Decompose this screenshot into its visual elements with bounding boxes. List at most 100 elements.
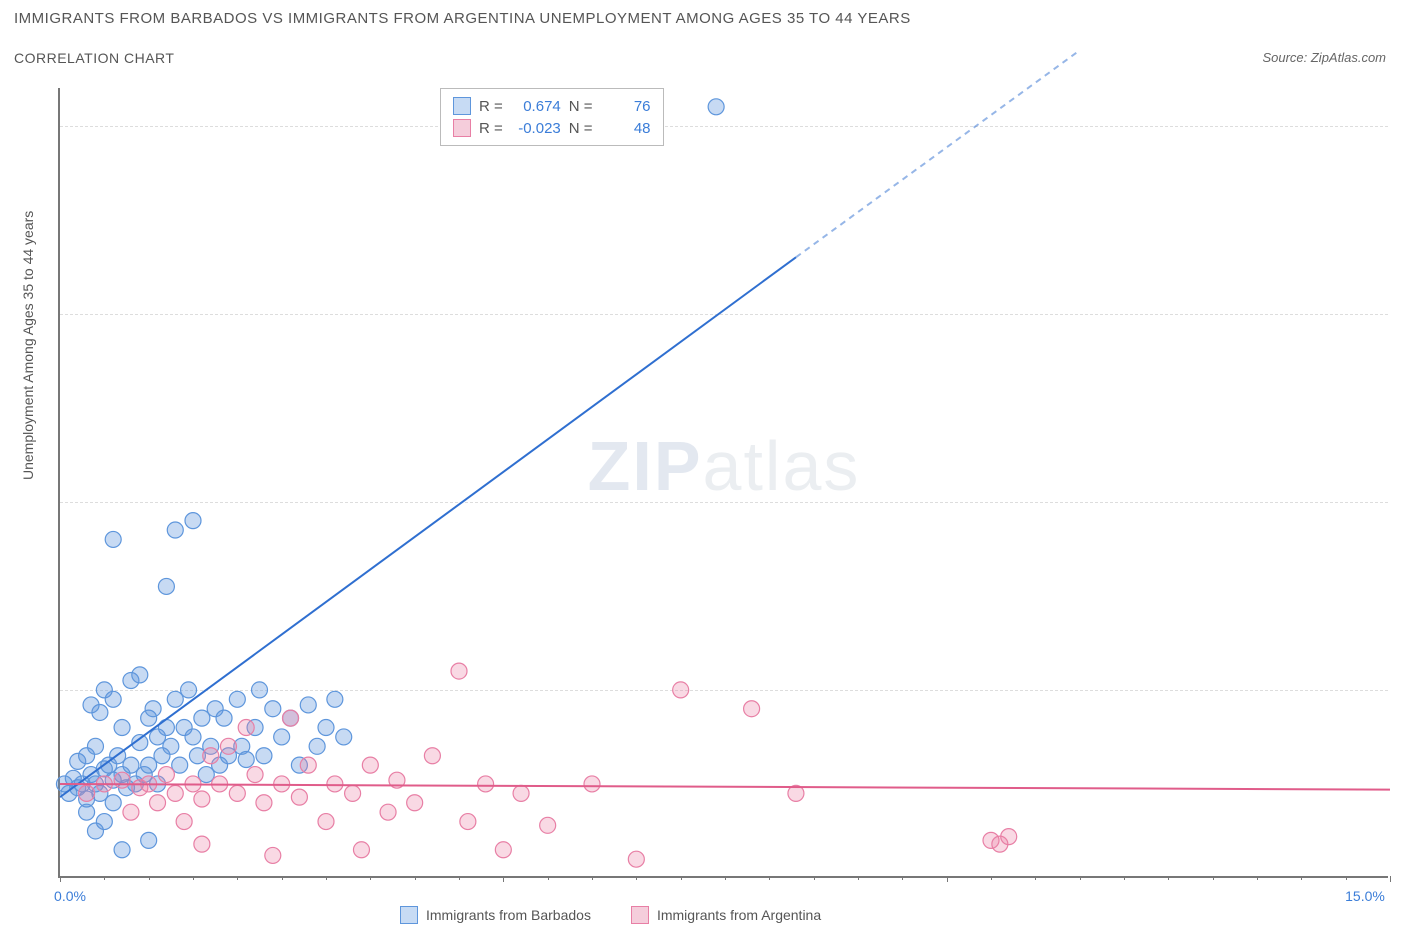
x-minor-tick: [548, 876, 549, 880]
chart-svg: [60, 88, 1388, 876]
data-point: [229, 691, 245, 707]
data-point: [1001, 829, 1017, 845]
data-point: [460, 814, 476, 830]
data-point: [216, 710, 232, 726]
data-point: [247, 767, 263, 783]
data-point: [176, 814, 192, 830]
data-point: [114, 720, 130, 736]
data-point: [203, 748, 219, 764]
data-point: [495, 842, 511, 858]
x-minor-tick: [636, 876, 637, 880]
data-point: [318, 720, 334, 736]
data-point: [300, 757, 316, 773]
data-point: [540, 817, 556, 833]
data-point: [79, 785, 95, 801]
data-point: [194, 836, 210, 852]
x-tick: [1390, 876, 1391, 882]
x-minor-tick: [149, 876, 150, 880]
data-point: [238, 720, 254, 736]
data-point: [283, 710, 299, 726]
x-minor-tick: [370, 876, 371, 880]
legend-label-1: Immigrants from Barbados: [426, 907, 591, 923]
y-tick-label: 20.0%: [1393, 494, 1406, 510]
x-minor-tick: [725, 876, 726, 880]
stats-box: R = 0.674 N = 76 R = -0.023 N = 48: [440, 88, 664, 146]
stats-row-series-2: R = -0.023 N = 48: [453, 117, 651, 139]
x-tick-label: 15.0%: [1345, 888, 1385, 904]
chart-subtitle: CORRELATION CHART: [14, 50, 174, 66]
data-point: [105, 531, 121, 547]
data-point: [229, 785, 245, 801]
chart-title: IMMIGRANTS FROM BARBADOS VS IMMIGRANTS F…: [14, 10, 911, 27]
x-minor-tick: [282, 876, 283, 880]
x-tick: [947, 876, 948, 882]
data-point: [309, 738, 325, 754]
n-value-2: 48: [601, 120, 651, 137]
data-point: [628, 851, 644, 867]
r-label: R =: [479, 98, 503, 115]
data-point: [327, 691, 343, 707]
data-point: [380, 804, 396, 820]
bottom-legend: Immigrants from Barbados Immigrants from…: [400, 906, 821, 924]
n-value-1: 76: [601, 98, 651, 115]
data-point: [167, 785, 183, 801]
data-point: [300, 697, 316, 713]
data-point: [256, 748, 272, 764]
data-point: [79, 804, 95, 820]
data-point: [336, 729, 352, 745]
plot-area: ZIPatlas 10.0%20.0%30.0%40.0% R = 0.674 …: [58, 88, 1388, 878]
x-minor-tick: [1124, 876, 1125, 880]
data-point: [478, 776, 494, 792]
data-point: [141, 832, 157, 848]
x-minor-tick: [1035, 876, 1036, 880]
legend-swatch-1: [400, 906, 418, 924]
data-point: [194, 791, 210, 807]
x-tick: [60, 876, 61, 882]
data-point: [105, 691, 121, 707]
data-point: [274, 729, 290, 745]
swatch-series-2: [453, 119, 471, 137]
x-minor-tick: [326, 876, 327, 880]
data-point: [318, 814, 334, 830]
r-value-2: -0.023: [511, 120, 561, 137]
legend-swatch-2: [631, 906, 649, 924]
data-point: [167, 522, 183, 538]
data-point: [708, 99, 724, 115]
x-minor-tick: [415, 876, 416, 880]
data-point: [327, 776, 343, 792]
data-point: [451, 663, 467, 679]
data-point: [158, 578, 174, 594]
x-minor-tick: [1257, 876, 1258, 880]
data-point: [424, 748, 440, 764]
source-attribution: Source: ZipAtlas.com: [1262, 50, 1386, 65]
r-value-1: 0.674: [511, 98, 561, 115]
r-label-2: R =: [479, 120, 503, 137]
n-label: N =: [569, 98, 593, 115]
swatch-series-1: [453, 97, 471, 115]
data-point: [114, 772, 130, 788]
data-point: [114, 842, 130, 858]
data-point: [256, 795, 272, 811]
data-point: [345, 785, 361, 801]
legend-item-1: Immigrants from Barbados: [400, 906, 591, 924]
stats-row-series-1: R = 0.674 N = 76: [453, 95, 651, 117]
data-point: [145, 701, 161, 717]
data-point: [238, 752, 254, 768]
y-axis-label: Unemployment Among Ages 35 to 44 years: [20, 211, 36, 480]
data-point: [185, 513, 201, 529]
data-point: [132, 667, 148, 683]
y-tick-label: 30.0%: [1393, 306, 1406, 322]
data-point: [123, 804, 139, 820]
x-minor-tick: [1080, 876, 1081, 880]
x-minor-tick: [237, 876, 238, 880]
x-tick-label: 0.0%: [54, 888, 86, 904]
x-minor-tick: [1168, 876, 1169, 880]
x-minor-tick: [104, 876, 105, 880]
x-minor-tick: [681, 876, 682, 880]
x-minor-tick: [193, 876, 194, 880]
data-point: [158, 767, 174, 783]
x-minor-tick: [1346, 876, 1347, 880]
regression-line: [60, 784, 1390, 790]
x-minor-tick: [1213, 876, 1214, 880]
data-point: [181, 682, 197, 698]
